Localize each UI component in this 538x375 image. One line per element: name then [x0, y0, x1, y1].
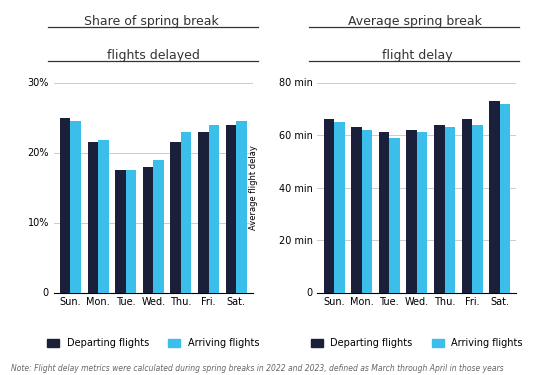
Bar	[115, 170, 126, 292]
Y-axis label: Average flight delay: Average flight delay	[249, 145, 258, 230]
Bar	[198, 132, 209, 292]
Text: Note: Flight delay metrics were calculated during spring breaks in 2022 and 2023: Note: Flight delay metrics were calculat…	[11, 364, 504, 373]
Bar	[323, 119, 334, 292]
Bar	[98, 140, 109, 292]
Bar	[171, 142, 181, 292]
Bar	[472, 124, 483, 292]
Bar	[70, 121, 81, 292]
Bar	[226, 124, 236, 292]
Bar	[181, 132, 192, 292]
Legend: Departing flights, Arriving flights: Departing flights, Arriving flights	[307, 334, 527, 352]
Bar	[462, 119, 472, 292]
Bar	[362, 130, 372, 292]
Bar	[379, 132, 390, 292]
Bar	[490, 101, 500, 292]
Text: Share of spring break: Share of spring break	[84, 15, 223, 28]
Bar	[88, 142, 98, 292]
Legend: Departing flights, Arriving flights: Departing flights, Arriving flights	[44, 334, 263, 352]
Bar	[390, 138, 400, 292]
Bar	[209, 124, 219, 292]
Bar	[434, 124, 444, 292]
Bar	[417, 132, 428, 292]
Bar	[500, 104, 511, 292]
Bar	[351, 127, 362, 292]
Bar	[153, 159, 164, 292]
Bar	[126, 170, 136, 292]
Text: flights delayed: flights delayed	[107, 49, 200, 62]
Bar	[334, 122, 344, 292]
Text: Average spring break: Average spring break	[348, 15, 486, 28]
Bar	[236, 121, 247, 292]
Bar	[444, 127, 455, 292]
Text: flight delay: flight delay	[381, 49, 452, 62]
Bar	[406, 130, 417, 292]
Bar	[143, 166, 153, 292]
Bar	[60, 117, 70, 292]
